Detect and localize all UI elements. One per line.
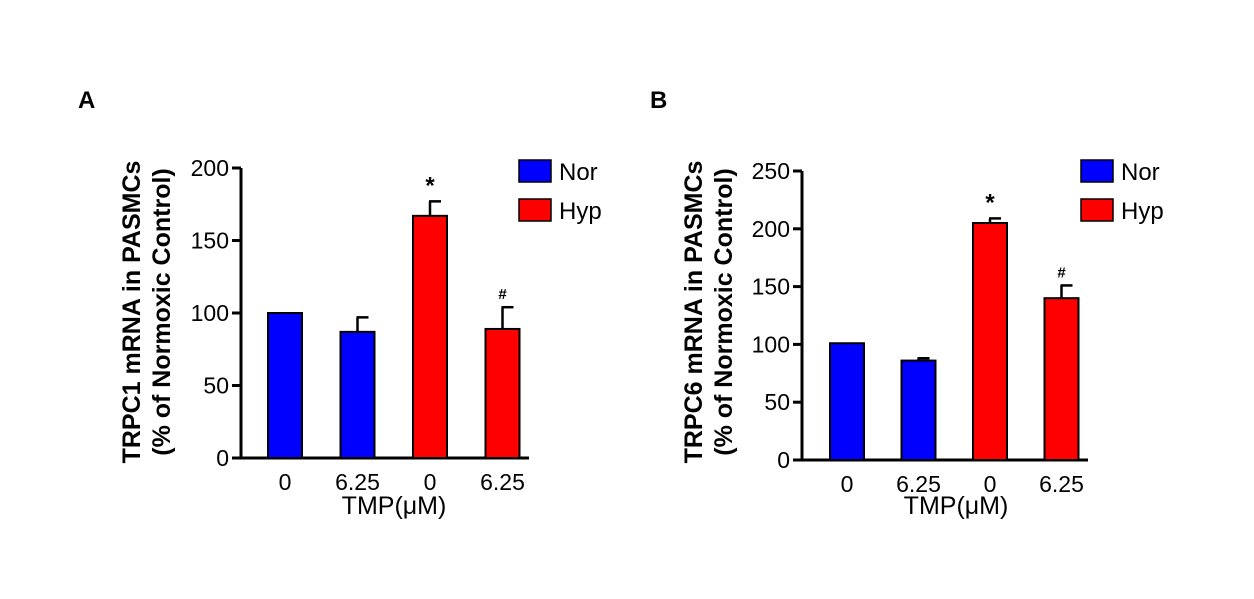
x-axis-title: TMP(μM)	[342, 492, 447, 520]
y-axis-title: TRPC1 mRNA in PASMCs	[118, 161, 146, 464]
y-tick-label: 200	[752, 216, 790, 242]
legend-swatch-hyp	[1080, 198, 1114, 222]
significance-marker: *	[985, 189, 995, 216]
panel-a: A TRPC1 mRNA in PASMCs (% of Normoxic Co…	[78, 87, 602, 520]
y-tick-label: 150	[752, 274, 790, 300]
bar	[829, 342, 865, 461]
x-tick-label: 6.25	[480, 469, 525, 495]
y-tick-label: 250	[752, 158, 790, 184]
bars: *#	[267, 172, 521, 460]
bar	[412, 214, 448, 459]
x-axis-title: TMP(μM)	[904, 492, 1009, 520]
x-tick-label: 0	[424, 469, 437, 495]
x-tick-label: 0	[841, 471, 854, 497]
legend-label-hyp: Hyp	[559, 198, 602, 225]
x-tick-label: 6.25	[335, 469, 380, 495]
legend: Nor Hyp	[1080, 159, 1164, 225]
bar	[339, 330, 376, 460]
y-axis-subtitle: (% of Normoxic Control)	[710, 168, 738, 456]
bar	[972, 222, 1008, 461]
bar	[900, 359, 937, 462]
legend-label-hyp: Hyp	[1121, 198, 1164, 225]
y-tick-label: 100	[191, 300, 229, 326]
x-tick-label: 6.25	[1039, 471, 1084, 497]
y-tick-label: 0	[777, 447, 790, 473]
axes: 0 50 100 150 200 250 0 6.25 0 6.25	[752, 158, 1088, 497]
y-tick-label: 200	[191, 155, 229, 181]
panel-label: A	[78, 87, 95, 114]
bars: *#	[829, 189, 1080, 462]
x-tick-label: 0	[984, 471, 997, 497]
significance-marker: *	[425, 172, 435, 199]
x-tick-label: 0	[279, 469, 292, 495]
legend-swatch-hyp	[518, 198, 552, 222]
y-tick-label: 50	[764, 389, 790, 415]
legend-label-nor: Nor	[1121, 159, 1160, 186]
bar	[267, 312, 303, 459]
legend-swatch-nor	[1080, 159, 1114, 183]
panel-b: B TRPC6 mRNA in PASMCs (% of Normoxic Co…	[650, 87, 1164, 520]
y-tick-label: 50	[203, 373, 229, 399]
legend: Nor Hyp	[518, 159, 602, 225]
y-axis-subtitle: (% of Normoxic Control)	[148, 168, 176, 456]
significance-marker: #	[498, 286, 507, 303]
y-tick-label: 100	[752, 331, 790, 357]
significance-marker: #	[1057, 264, 1066, 281]
legend-label-nor: Nor	[559, 159, 598, 186]
y-axis-title: TRPC6 mRNA in PASMCs	[680, 161, 708, 464]
y-tick-label: 150	[191, 228, 229, 254]
panel-label: B	[650, 87, 667, 114]
x-tick-label: 6.25	[896, 471, 941, 497]
y-tick-label: 0	[216, 445, 229, 471]
legend-swatch-nor	[518, 159, 552, 183]
bar	[484, 327, 521, 460]
bar	[1043, 297, 1080, 461]
